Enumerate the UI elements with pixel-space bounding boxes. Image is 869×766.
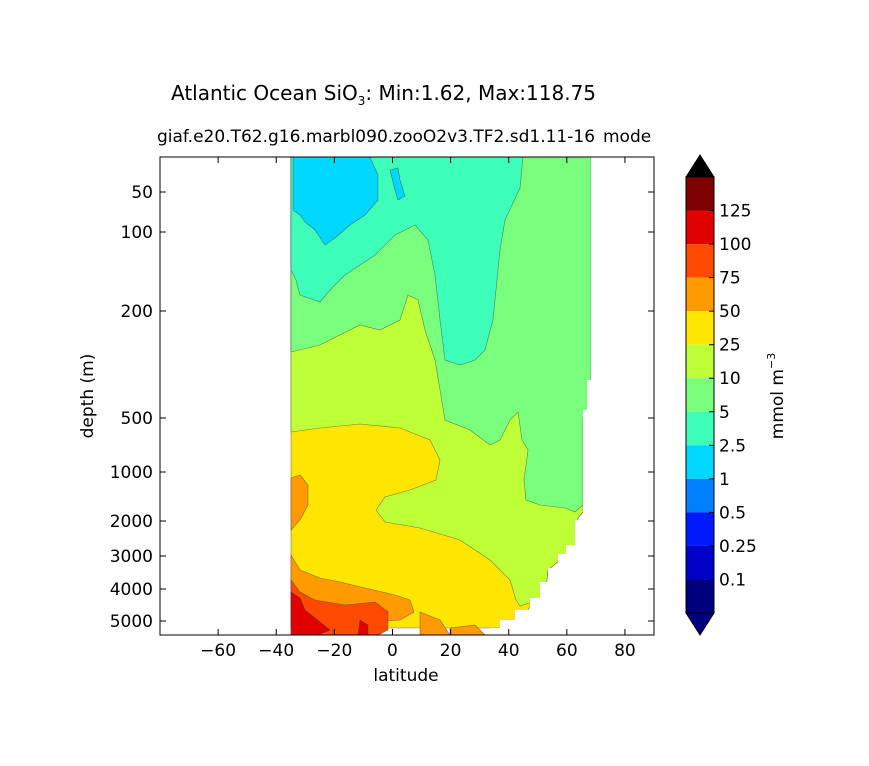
- colorbar-tick-label: 1: [719, 470, 730, 490]
- x-tick-label: 60: [556, 641, 578, 661]
- colorbar-tick-label: 100: [719, 235, 751, 255]
- colorbar-tick-label: 50: [719, 302, 741, 322]
- y-tick-label: 5000: [110, 612, 153, 632]
- colorbar-tick-label: 0.1: [719, 570, 746, 590]
- missing-data-mask: [490, 157, 654, 635]
- y-tick-label: 200: [121, 302, 153, 322]
- y-tick-label: 1000: [110, 463, 153, 483]
- y-tick-label: 500: [121, 409, 153, 429]
- x-tick-label: −60: [200, 641, 236, 661]
- colorbar-bin: [686, 378, 714, 412]
- y-axis-label: depth (m): [78, 354, 98, 439]
- colorbar-bin: [686, 478, 714, 513]
- region-1-2.5-patch: [389, 167, 406, 201]
- colorbar-bin: [686, 545, 714, 580]
- colorbar-bin: [686, 277, 714, 312]
- x-axis-label: latitude: [373, 666, 438, 686]
- colorbar-bin: [686, 177, 714, 211]
- colorbar-label: mmol m−3: [765, 353, 788, 439]
- colorbar-tick-label: 0.5: [719, 503, 746, 523]
- colorbar-tick-label: 5: [719, 403, 730, 423]
- x-tick-label: −40: [258, 641, 294, 661]
- colorbar-bin: [686, 244, 714, 278]
- chart-title: Atlantic Ocean SiO3: Min:1.62, Max:118.7…: [171, 81, 596, 108]
- region-1-2.5: [292, 157, 379, 246]
- colorbar-bin: [686, 311, 714, 345]
- colorbar-bin: [686, 512, 714, 546]
- colorbar-bin: [686, 344, 714, 379]
- x-tick-label: 40: [498, 641, 520, 661]
- chart-subtitle-overlay: mode: [603, 127, 651, 147]
- colorbar-tick-label: 10: [719, 369, 741, 389]
- colorbar-bin: [686, 210, 714, 245]
- colorbar-bin: [686, 411, 714, 446]
- x-tick-label: 0: [387, 641, 398, 661]
- y-tick-label: 4000: [110, 580, 153, 600]
- plot-area: −60 −40 −20 0 20 40 60 80 50 100 200 500 1000 2000 30…: [110, 156, 655, 661]
- x-tick-label: 20: [440, 641, 462, 661]
- colorbar-bin: [686, 579, 714, 613]
- y-tick-label: 3000: [110, 547, 153, 567]
- colorbar-tick-label: 0.25: [719, 537, 757, 557]
- colorbar-tick-label: 2.5: [719, 436, 746, 456]
- y-tick-label: 100: [121, 223, 153, 243]
- x-tick-label: 80: [614, 641, 636, 661]
- colorbar-tick-label: 75: [719, 269, 741, 289]
- y-tick-label: 50: [131, 183, 153, 203]
- x-tick-label: −20: [316, 641, 352, 661]
- chart-subtitle: giaf.e20.T62.g16.marbl090.zooO2v3.TF2.sd…: [157, 127, 595, 147]
- y-tick-label: 2000: [110, 512, 153, 532]
- plot-frame: [159, 156, 655, 636]
- colorbar-tick-label: 25: [719, 336, 741, 356]
- region-50-75: [290, 474, 486, 635]
- colorbar-bin: [686, 445, 714, 479]
- colorbar-extend-max: [685, 154, 715, 178]
- colorbar: 0.1 0.25 0.5 1 2.5 5 10 25 50 75 100 125: [685, 154, 757, 636]
- region-100-125: [290, 591, 369, 635]
- colorbar-frame: [685, 176, 715, 614]
- colorbar-tick-label: 125: [719, 202, 751, 222]
- colorbar-extend-min: [685, 612, 715, 636]
